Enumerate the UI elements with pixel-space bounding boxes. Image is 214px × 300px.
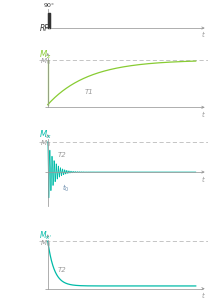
Text: $M_{x'}$: $M_{x'}$ xyxy=(39,230,52,242)
Text: $t$: $t$ xyxy=(201,174,206,184)
Text: RF: RF xyxy=(39,23,49,32)
Text: $M_0$: $M_0$ xyxy=(40,139,51,149)
Text: $t$: $t$ xyxy=(201,29,206,39)
Text: T1: T1 xyxy=(84,89,93,95)
Text: $t_0$: $t_0$ xyxy=(62,183,70,194)
Text: $M_0$: $M_0$ xyxy=(40,238,51,249)
Text: 90°: 90° xyxy=(43,3,54,8)
Text: $t$: $t$ xyxy=(201,290,206,300)
Text: T2: T2 xyxy=(58,267,66,273)
Text: $M_z$: $M_z$ xyxy=(39,48,52,61)
Text: $M_0$: $M_0$ xyxy=(40,57,51,67)
Text: $t$: $t$ xyxy=(201,109,206,119)
Text: $M_x$: $M_x$ xyxy=(39,129,52,142)
Text: T2: T2 xyxy=(58,152,66,158)
